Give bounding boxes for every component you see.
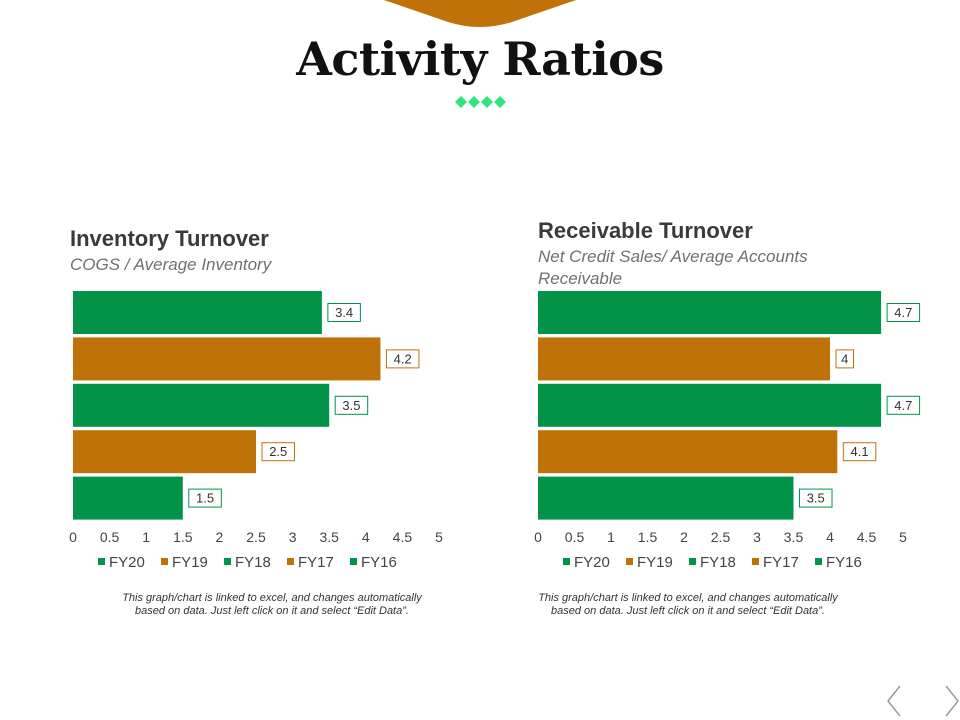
inventory-x-tick-label: 0.5	[100, 529, 120, 545]
receivable-bar-fy17	[538, 430, 838, 474]
inventory-x-tick-label: 1.5	[173, 529, 193, 545]
receivable-note-line-2: based on data. Just left click on it and…	[551, 605, 825, 617]
receivable-bar-fy19	[538, 337, 830, 381]
inventory-data-label-box	[188, 488, 222, 508]
inventory-x-tick-label: 1	[142, 529, 150, 545]
receivable-x-tick-label: 2	[680, 529, 688, 545]
inventory-data-label-box	[334, 395, 369, 415]
receivable-data-label-box	[886, 395, 921, 415]
inventory-x-tick-label: 3	[289, 529, 297, 545]
inventory-x-tick-label: 0	[69, 529, 77, 545]
inventory-note-line-1: This graph/chart is linked to excel, and…	[122, 592, 422, 604]
inventory-chart-title: Inventory Turnover	[70, 226, 269, 251]
inventory-x-tick-label: 4.5	[393, 529, 413, 545]
inventory-data-label: 2.5	[269, 444, 287, 459]
receivable-x-tick-label: 0.5	[565, 529, 585, 545]
inventory-data-label-box	[261, 442, 295, 462]
inventory-x-tick-label: 3.5	[319, 529, 339, 545]
receivable-x-tick-label: 0	[534, 529, 542, 545]
receivable-bar-fy18	[538, 383, 882, 427]
inventory-bar-fy20	[73, 291, 322, 334]
inventory-x-tick-label: 2.5	[246, 529, 266, 545]
inventory-legend-swatch	[287, 558, 294, 565]
receivable-bar-fy20	[538, 291, 882, 334]
inventory-chart-subtitle: COGS / Average Inventory	[70, 255, 272, 274]
inventory-legend-entry: FY16	[361, 554, 397, 571]
inventory-legend-entry: FY19	[172, 554, 208, 571]
inventory-note-line-2: based on data. Just left click on it and…	[135, 605, 409, 617]
receivable-data-label: 4.7	[894, 305, 912, 320]
inventory-data-label: 4.2	[394, 351, 412, 366]
inventory-legend-entry: FY18	[235, 554, 271, 571]
receivable-x-tick-label: 4	[826, 529, 834, 545]
receivable-data-label-box	[799, 488, 833, 508]
previous-slide-arrow-icon[interactable]	[884, 684, 908, 718]
top-tab-shape	[384, 0, 576, 27]
inventory-legend-swatch	[98, 558, 105, 565]
inventory-bar-fy19	[73, 337, 381, 381]
receivable-x-tick-label: 3	[753, 529, 761, 545]
receivable-legend-swatch	[563, 558, 570, 565]
receivable-data-label: 4.7	[894, 398, 912, 413]
receivable-legend-entry: FY19	[637, 554, 673, 571]
receivable-legend-entry: FY18	[700, 554, 736, 571]
receivable-legend-entry: FY20	[574, 554, 610, 571]
receivable-data-label-box	[842, 442, 877, 462]
receivable-subtitle-line-2: Receivable	[538, 269, 623, 288]
inventory-data-label: 3.5	[342, 398, 360, 413]
receivable-bar-fy16	[538, 476, 794, 520]
receivable-data-label: 4.1	[851, 444, 869, 459]
receivable-chart-subtitle: Net Credit Sales/ Average Accounts Recei…	[538, 246, 808, 290]
receivable-legend-swatch	[689, 558, 696, 565]
receivable-legend-entry: FY17	[763, 554, 799, 571]
receivable-legend-swatch	[752, 558, 759, 565]
receivable-data-label: 3.5	[807, 491, 825, 506]
receivable-x-tick-label: 3.5	[784, 529, 804, 545]
inventory-legend-swatch	[161, 558, 168, 565]
receivable-chart-title: Receivable Turnover	[538, 218, 753, 243]
inventory-legend-swatch	[224, 558, 231, 565]
inventory-data-label-box	[327, 303, 361, 322]
receivable-data-label-box	[886, 303, 921, 322]
receivable-x-tick-label: 1	[607, 529, 615, 545]
receivable-legend-swatch	[626, 558, 633, 565]
inventory-legend-swatch	[350, 558, 357, 565]
inventory-legend-entry: FY20	[109, 554, 145, 571]
receivable-x-tick-label: 2.5	[711, 529, 731, 545]
inventory-legend-entry: FY17	[298, 554, 334, 571]
receivable-legend-swatch	[815, 558, 822, 565]
inventory-bar-fy17	[73, 430, 256, 474]
receivable-data-label-box	[835, 349, 854, 369]
inventory-chart-note: This graph/chart is linked to excel, and…	[92, 592, 452, 618]
receivable-legend-entry: FY16	[826, 554, 862, 571]
receivable-x-tick-label: 1.5	[638, 529, 658, 545]
inventory-data-label: 1.5	[196, 491, 214, 506]
inventory-x-tick-label: 5	[435, 529, 443, 545]
receivable-x-tick-label: 4.5	[857, 529, 877, 545]
page-title: Activity Ratios	[296, 32, 664, 86]
inventory-data-label: 3.4	[335, 305, 353, 320]
receivable-x-tick-label: 5	[899, 529, 907, 545]
receivable-subtitle-line-1: Net Credit Sales/ Average Accounts	[538, 247, 808, 266]
receivable-note-line-1: This graph/chart is linked to excel, and…	[538, 592, 838, 604]
title-diamonds	[455, 96, 506, 108]
inventory-data-label-box	[385, 349, 420, 369]
next-slide-arrow-icon[interactable]	[940, 684, 960, 718]
inventory-x-tick-label: 4	[362, 529, 370, 545]
receivable-data-label: 4	[841, 351, 848, 366]
inventory-bar-fy16	[73, 476, 183, 520]
inventory-bar-fy18	[73, 383, 330, 427]
receivable-chart-note: This graph/chart is linked to excel, and…	[508, 592, 868, 618]
inventory-x-tick-label: 2	[216, 529, 224, 545]
